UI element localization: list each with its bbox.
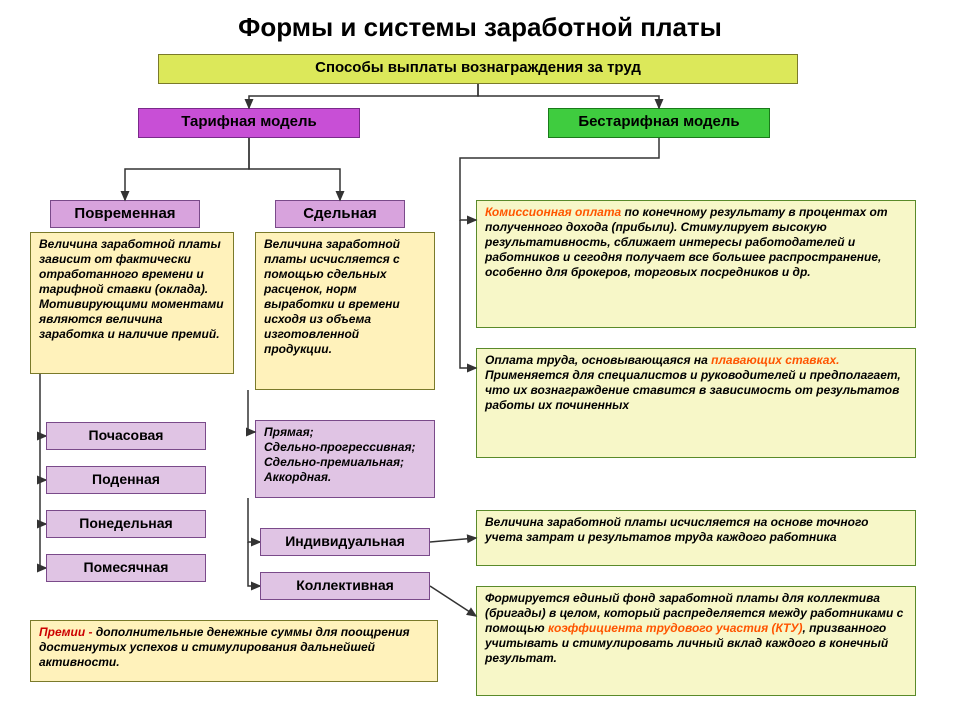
node-time-list-item: Помесячная (46, 554, 206, 582)
page-title: Формы и системы заработной платы (0, 12, 960, 43)
node-tariff-model: Тарифная модель (138, 108, 360, 138)
node-time-list-item: Понедельная (46, 510, 206, 538)
desc-time-based: Величина заработной платы зависит от фак… (30, 232, 234, 374)
node-time-list-item: Почасовая (46, 422, 206, 450)
node-time-list-item: Поденная (46, 466, 206, 494)
node-nontariff-model: Бестарифная модель (548, 108, 770, 138)
desc-piece-based: Величина заработной платы исчисляется с … (255, 232, 435, 390)
desc-bonus: Премии - дополнительные денежные суммы д… (30, 620, 438, 682)
desc-individual: Величина заработной платы исчисляется на… (476, 510, 916, 566)
desc-collective: Формируется единый фонд заработной платы… (476, 586, 916, 696)
node-piece-based: Сдельная (275, 200, 405, 228)
desc-commission: Комиссионная оплата по конечному результ… (476, 200, 916, 328)
desc-floating-rates: Оплата труда, основывающаяся на плавающи… (476, 348, 916, 458)
node-piece-sub-item: Коллективная (260, 572, 430, 600)
node-payment-methods: Способы выплаты вознаграждения за труд (158, 54, 798, 84)
node-time-based: Повременная (50, 200, 200, 228)
node-piece-types: Прямая; Сдельно-прогрессивная; Сдельно-п… (255, 420, 435, 498)
node-piece-sub-item: Индивидуальная (260, 528, 430, 556)
